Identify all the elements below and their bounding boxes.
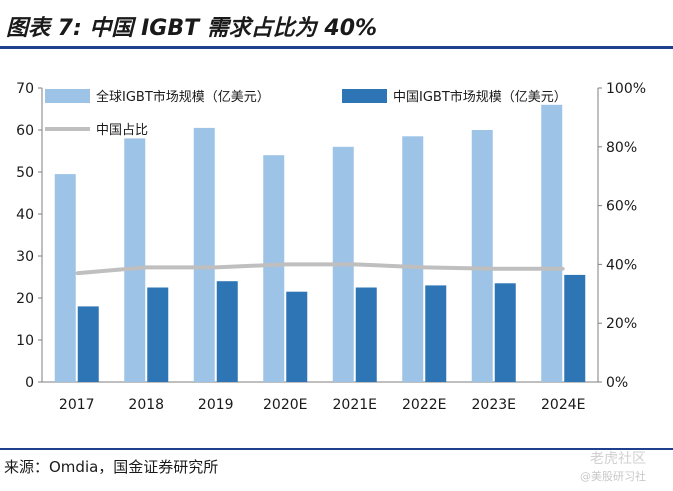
bar-global-2024E [541, 104, 563, 383]
x-tick-label: 2019 [198, 397, 234, 413]
bar-global-2018 [124, 138, 146, 382]
left-tick-label: 40 [16, 207, 34, 223]
source-rule [0, 448, 673, 450]
bar-global-2019 [193, 127, 215, 383]
watermark: 老虎社区 @美股研习社 [580, 448, 646, 484]
bar-global-2017 [54, 174, 76, 382]
left-tick-label: 0 [25, 375, 34, 391]
x-tick-label: 2020E [263, 397, 307, 413]
bar-china-2023E [494, 283, 516, 382]
point-china-share [353, 262, 357, 266]
bar-global-2020E [263, 155, 285, 382]
left-tick-label: 10 [16, 333, 34, 349]
point-china-share [214, 265, 218, 269]
watermark-line1: 老虎社区 [590, 451, 646, 467]
source-note: 来源：Omdia，国金证券研究所 [4, 458, 219, 476]
watermark-line2: @美股研习社 [580, 470, 646, 483]
x-tick-label: 2017 [59, 397, 95, 413]
right-tick-label: 0% [606, 375, 628, 391]
bar-china-2021E [355, 287, 377, 382]
point-china-share [422, 265, 426, 269]
point-china-share [75, 271, 79, 275]
right-tick-label: 60% [606, 199, 637, 215]
left-tick-label: 30 [16, 249, 34, 265]
x-tick-label: 2021E [333, 397, 377, 413]
x-tick-label: 2022E [402, 397, 446, 413]
bar-china-2022E [425, 285, 447, 382]
right-tick-label: 100% [606, 81, 646, 97]
x-tick-label: 2018 [128, 397, 164, 413]
legend-label-global: 全球IGBT市场规模（亿美元） [96, 89, 270, 105]
bar-china-2018 [147, 287, 169, 382]
point-china-share [144, 265, 148, 269]
bar-china-2020E [286, 291, 308, 382]
left-tick-label: 60 [16, 123, 34, 139]
x-tick-label: 2024E [541, 397, 585, 413]
point-china-share [283, 262, 287, 266]
left-tick-label: 20 [16, 291, 34, 307]
chart-title: 图表 7: 中国 IGBT 需求占比为 40% [6, 16, 378, 41]
left-tick-label: 50 [16, 165, 34, 181]
x-tick-label: 2023E [472, 397, 516, 413]
bar-global-2022E [402, 136, 424, 382]
right-tick-label: 80% [606, 140, 637, 156]
legend-label-share: 中国占比 [96, 123, 148, 138]
line-china-share [76, 262, 564, 276]
right-tick-label: 20% [606, 316, 637, 332]
bar-china-2017 [77, 306, 99, 382]
point-china-share [561, 267, 565, 271]
legend-swatch-global [45, 89, 90, 103]
legend-swatch-china [342, 89, 387, 103]
title-rule [0, 46, 673, 49]
chart: 0 10 20 30 40 50 60 70 0% 20% 40% 60% 80% 100% 2017 201… [16, 81, 646, 413]
point-china-share [492, 267, 496, 271]
bar-china-2024E [564, 274, 586, 382]
bar-china-2019 [216, 281, 238, 382]
legend-label-china: 中国IGBT市场规模（亿美元） [393, 89, 567, 105]
right-tick-label: 40% [606, 257, 637, 273]
left-tick-label: 70 [16, 81, 34, 97]
bar-global-2023E [471, 130, 493, 382]
